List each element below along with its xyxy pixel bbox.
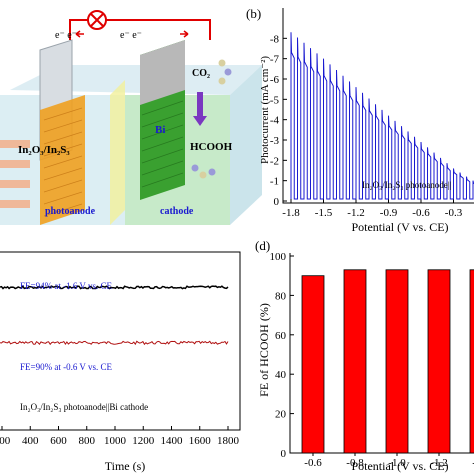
panel-c-xtick-label: 400 [22,435,39,447]
panel-c-xlabel: Time (s) [105,459,146,473]
bar [469,269,474,454]
panel-d-chart: (d) FE of HCOOH (%) Potential (V vs. CE)… [255,238,474,473]
co2-label: CO₂ [192,68,210,79]
panel-b-ytick-label: -2 [270,155,279,167]
panel-b-xlabel: Potential (V vs. CE) [351,220,448,234]
panel-b-xtick-label: -0.3 [445,207,463,219]
cathode-label: cathode [160,206,194,217]
co2-arrow-head [193,116,207,126]
molecule-icon [191,164,199,172]
panel-c-axis [0,251,241,431]
photoanode-material-label: In₂O₃/In₂S₃ [18,144,70,156]
panel-b-axis [282,8,474,204]
panel-d-xtick-label: -1.2 [430,457,447,469]
panel-c-legend: In₂O₃/In₂S₃ photoanode||Bi cathode [20,402,148,412]
panel-d-xtick-label: -1.0 [388,457,406,469]
series-line-black [0,284,229,290]
molecule-icon [218,59,226,67]
cell-right-wall [230,65,262,225]
photoanode-texture [43,107,83,217]
panel-b-ytick-label: -1 [270,176,279,188]
cathode-lattice-top [140,40,185,105]
panel-d-ytick-label: 20 [275,409,287,421]
photoanode-film [40,95,85,225]
panel-b-xtick-label: -1.5 [315,207,333,219]
panel-c-xtick-label: 1000 [104,435,127,447]
panel-d-ytick-label: 0 [281,448,287,460]
molecule-icon [208,168,216,176]
panel-d-xtick-label: -0.8 [346,457,364,469]
panel-c-chart: 200 400 600 800 1000 1200 1400 1600 1800 FE=94% … [0,251,241,473]
series-line-red [0,340,229,346]
electron-label-right: e⁻ e⁻ [120,30,142,41]
cell-back-wall [10,65,262,95]
panel-b-ytick-label: -5 [270,94,280,106]
cathode-texture [141,100,184,188]
panel-b-ytick-label: -8 [270,33,280,45]
panel-c-xtick-label: 800 [79,435,96,447]
panel-d-ytick-label: 80 [275,290,287,302]
arrow-right-icon [180,30,189,38]
panel-b-ylabel: Photocurrent (mA cm⁻²) [259,56,271,164]
bar [385,269,409,454]
panel-b-label: (b) [246,6,261,21]
membrane [110,80,125,225]
panel-b-xtick-label: -0.6 [412,207,430,219]
bar [301,275,325,454]
panel-b-ytick-label: -6 [270,74,280,86]
bar [343,269,367,454]
panel-c-xtick-label: 1600 [189,435,212,447]
panel-d-label: (d) [255,238,270,253]
cathode-material-label: Bi [155,124,165,136]
panel-b-legend: In₂O₃/In₂S₃ photoanode|| [362,180,452,190]
annotation-black: FE=90% at -0.6 V vs. CE [20,362,112,372]
electron-label-left: e⁻ e⁻ [55,30,77,41]
panel-a-schematic: e⁻ e⁻ e⁻ e⁻ CO₂ [0,10,262,225]
panel-d-ytick-label: 60 [275,330,287,342]
annotation-red: FE=94% at -1.6 V vs. CE [20,281,112,291]
panel-c-xtick-label: 600 [50,435,67,447]
molecule-icon [218,77,226,85]
panel-b-ytick-label: -7 [270,54,280,66]
photoanode-label: photoanode [45,206,96,217]
panel-b-xtick-label: -1.2 [347,207,364,219]
panel-d-xtick-label: -0.6 [304,457,322,469]
panel-b-ytick-label: 0 [274,196,280,208]
panel-b-ytick-label: -3 [270,135,280,147]
panel-b-xtick-label: -1.8 [282,207,300,219]
panel-b-ytick-label: -4 [270,115,280,127]
lamp-cross [90,13,104,27]
molecule-icon [199,171,207,179]
panel-c-xtick-label: 1200 [132,435,155,447]
panel-b-chart: (b) Photocurrent (mA cm⁻²) Potential (V … [246,6,474,234]
panel-d-xlabel: Potential (V vs. CE) [351,459,448,473]
panel-c-xtick-label: 1800 [217,435,240,447]
light-beams [0,140,30,208]
product-label: HCOOH [190,141,233,153]
circuit-wire [69,19,211,40]
panel-d-ytick-label: 100 [270,251,287,263]
panel-d-ylabel: FE of HCOOH (%) [257,303,271,397]
panel-c-xtick-label: 1400 [161,435,184,447]
panel-d-xtick-label: -1.4 [472,457,474,469]
panel-c-xtick-label: 200 [0,435,11,447]
arrow-left-icon [75,30,84,38]
panel-b-xtick-label: -0.9 [380,207,398,219]
panel-d-ytick-label: 40 [275,369,287,381]
bar [427,269,451,454]
molecule-icon [224,68,232,76]
photocurrent-trace [290,32,474,200]
